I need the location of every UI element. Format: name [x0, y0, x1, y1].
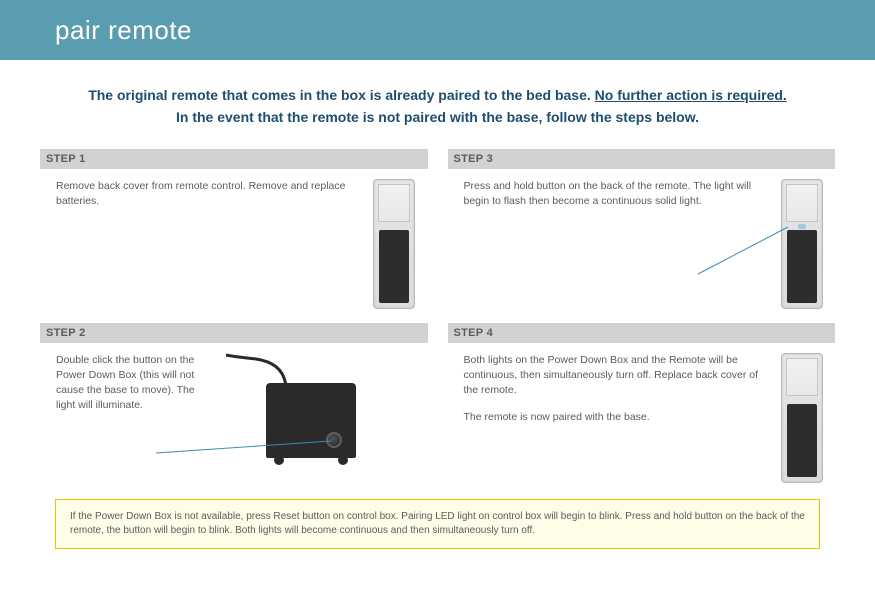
header-band: pair remote: [0, 0, 875, 60]
step-4-text: Both lights on the Power Down Box and th…: [464, 353, 775, 483]
note-text: If the Power Down Box is not available, …: [70, 511, 805, 536]
page-title: pair remote: [55, 15, 192, 46]
step-1-image: [367, 179, 422, 309]
step-3-label: STEP 3: [448, 149, 836, 169]
remote-back-icon: [781, 353, 823, 483]
note-box: If the Power Down Box is not available, …: [55, 499, 820, 549]
step-2-image: [226, 353, 376, 483]
remote-back-icon: [373, 179, 415, 309]
steps-grid: STEP 1 Remove back cover from remote con…: [0, 149, 875, 483]
step-4-label: STEP 4: [448, 323, 836, 343]
step-4-text-1: Both lights on the Power Down Box and th…: [464, 353, 763, 399]
step-1: STEP 1 Remove back cover from remote con…: [40, 149, 428, 309]
intro-line1-pre: The original remote that comes in the bo…: [88, 87, 594, 103]
step-2: STEP 2 Double click the button on the Po…: [40, 323, 428, 483]
intro-text: The original remote that comes in the bo…: [0, 60, 875, 149]
intro-line1-underlined: No further action is required.: [595, 87, 787, 103]
step-4: STEP 4 Both lights on the Power Down Box…: [448, 323, 836, 483]
intro-line2: In the event that the remote is not pair…: [40, 106, 835, 128]
step-4-text-2: The remote is now paired with the base.: [464, 410, 763, 425]
step-3: STEP 3 Press and hold button on the back…: [448, 149, 836, 309]
step-1-label: STEP 1: [40, 149, 428, 169]
pointer-line-icon: [448, 169, 836, 309]
step-4-image: [774, 353, 829, 483]
step-1-text: Remove back cover from remote control. R…: [56, 179, 367, 309]
pointer-line-icon: [106, 353, 386, 493]
step-2-label: STEP 2: [40, 323, 428, 343]
